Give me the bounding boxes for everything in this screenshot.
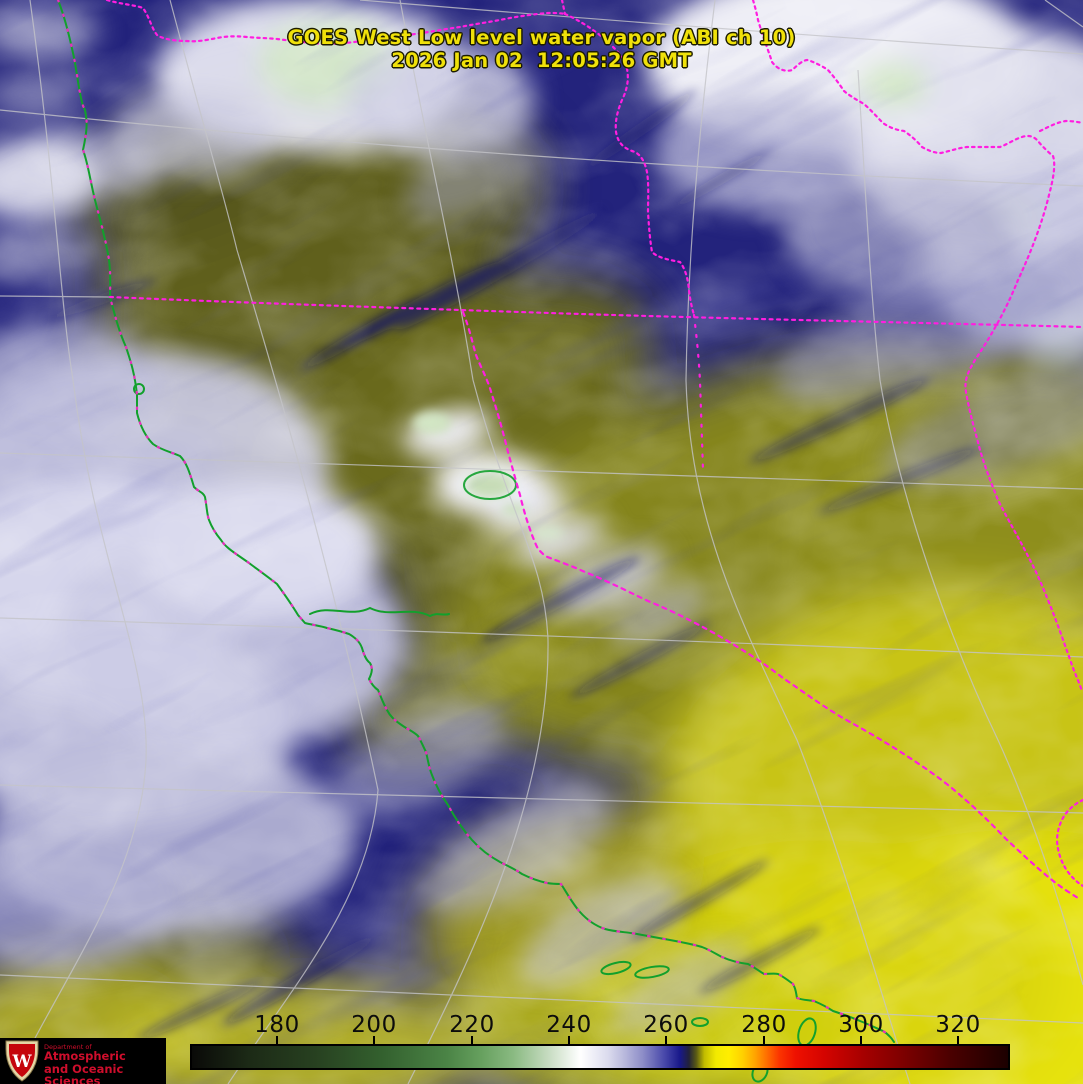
colorbar-tick-label: 300 (838, 1012, 884, 1038)
border-inland-tail (692, 313, 705, 472)
island-outline (634, 965, 670, 979)
island-outline (600, 960, 632, 976)
graticule-meridian (685, 0, 911, 1084)
temperature-colorbar (190, 1044, 1010, 1070)
colorbar-tick-label: 200 (351, 1012, 397, 1038)
lake-outline (133, 383, 145, 395)
graticule-parallel (0, 452, 1083, 490)
uw-aos-logo: W Department of Atmospheric and Oceanic … (0, 1038, 166, 1084)
graticule-meridian (169, 0, 379, 1084)
colorbar-tick (471, 1036, 473, 1045)
border-42N-parallel (108, 295, 1083, 329)
colorbar-tick-label: 320 (935, 1012, 981, 1038)
timestamp: 2026 Jan 02 12:05:26 GMT (391, 49, 692, 72)
colorbar-tick (665, 1036, 667, 1045)
uw-crest-icon: W (5, 1040, 39, 1082)
colorbar-tick (860, 1036, 862, 1045)
graticule-parallel (0, 784, 1083, 814)
graticule-meridian (11, 0, 147, 1084)
graticule-parallel (359, 0, 1083, 55)
colorbar-tick-label: 220 (449, 1012, 495, 1038)
image-annotation: GOES West Low level water vapor (ABI ch … (0, 26, 1083, 72)
colorbar-tick-label: 260 (643, 1012, 689, 1038)
colorbar-tick-label: 180 (254, 1012, 300, 1038)
colorbar-tick (568, 1036, 570, 1045)
graticule-meridian (1044, 0, 1083, 28)
coastline (57, 0, 895, 1083)
logo-line1: Atmospheric (44, 1049, 126, 1063)
graticule-meridian (399, 0, 549, 1084)
logo-dept-prefix: Department of (44, 1043, 92, 1051)
crest-monogram: W (11, 1052, 32, 1072)
colorbar-tick (373, 1036, 375, 1045)
border-california-nevada (461, 310, 1080, 900)
island-outline (691, 1017, 709, 1027)
colorbar-tick (276, 1036, 278, 1045)
graticule-parallel (0, 617, 1083, 658)
colorbar-tick-label: 280 (741, 1012, 787, 1038)
bay-delta-outline (309, 606, 450, 618)
border-right-edge-branch (1038, 119, 1083, 133)
graticule-parallel (0, 295, 111, 298)
graticule-parallel (0, 109, 1083, 187)
border-columbia-river (105, 0, 567, 46)
border-top-spur (560, 0, 567, 16)
pacific-coastline-path (57, 0, 895, 1043)
product-title: GOES West Low level water vapor (ABI ch … (287, 26, 796, 49)
border-northeast-wiggle (751, 0, 1083, 693)
colorbar-tick (957, 1036, 959, 1045)
colorbar-tick (763, 1036, 765, 1045)
graticule-meridian (857, 69, 1083, 986)
border-inland-north (563, 12, 696, 317)
colorbar-tick-label: 240 (546, 1012, 592, 1038)
state-borders (56, 0, 1083, 1044)
logo-line2: and Oceanic Sciences (44, 1062, 124, 1084)
lake-border-loop (1055, 798, 1083, 888)
